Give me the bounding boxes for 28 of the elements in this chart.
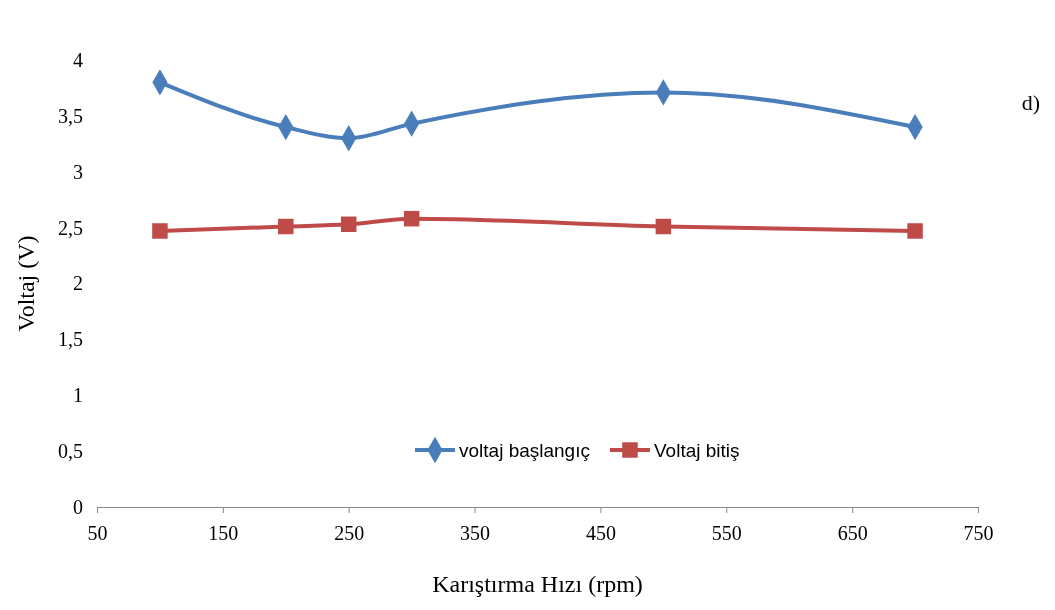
x-tick-label: 350	[460, 522, 491, 544]
x-tick-label: 50	[87, 522, 108, 544]
y-tick-label: 2,5	[58, 216, 83, 239]
point	[403, 210, 420, 227]
x-tick-label: 550	[711, 522, 742, 544]
x-tick-label: 450	[585, 522, 616, 544]
y-tick-label: 1,5	[58, 328, 83, 351]
y-tick-label: 0,5	[58, 440, 83, 463]
x-tick-label: 750	[963, 522, 994, 544]
point	[340, 216, 357, 233]
legend-label: voltaj başlangıç	[459, 439, 590, 461]
y-tick-label: 1	[73, 384, 83, 407]
legend-label: Voltaj bitiş	[653, 439, 740, 461]
x-axis-title: Karıştırma Hızı (rpm)	[432, 571, 643, 597]
y-tick-label: 3,5	[58, 104, 83, 127]
y-tick-label: 4	[73, 48, 83, 71]
y-axis-title: Voltaj (V)	[13, 235, 39, 332]
x-tick-label: 150	[208, 522, 239, 544]
point	[655, 218, 672, 235]
point	[907, 223, 923, 239]
x-tick-label: 250	[334, 522, 365, 544]
y-tick-label: 2	[73, 272, 83, 295]
y-tick-label: 3	[73, 160, 83, 183]
x-tick-label: 650	[837, 522, 868, 544]
point	[278, 218, 294, 235]
y-tick-label: 0	[73, 495, 83, 518]
point	[152, 223, 168, 239]
text: d)	[1021, 90, 1040, 115]
